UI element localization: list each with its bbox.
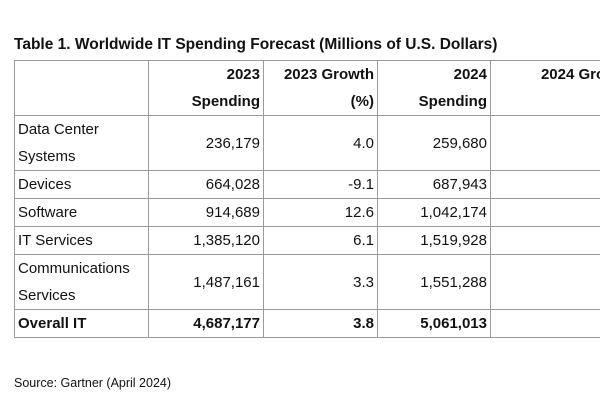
value-cell: 4.0 bbox=[263, 115, 378, 171]
header-cell: 2024 Growth (%) bbox=[490, 60, 600, 116]
header-cell: 2023 Spending bbox=[148, 60, 264, 116]
value-cell: 687,943 bbox=[377, 170, 491, 199]
header-line: 2024 bbox=[453, 66, 487, 83]
header-line: Spending bbox=[191, 93, 260, 110]
source-note: Source: Gartner (April 2024) bbox=[14, 376, 172, 390]
header-cell: 2023 Growth (%) bbox=[263, 60, 378, 116]
spending-table: 2023 Spending 2023 Growth (%) 2024 Spending 20… bbox=[14, 60, 600, 338]
value-cell: 5,061,013 bbox=[377, 309, 491, 338]
value-cell: 1,042,174 bbox=[377, 198, 491, 227]
header-line: (%) bbox=[494, 88, 600, 115]
row-label: Data Center Systems bbox=[14, 115, 149, 171]
header-line: 2023 Growth bbox=[283, 66, 374, 83]
row-label: Communications Services bbox=[14, 254, 149, 310]
value-cell: 1,519,928 bbox=[377, 226, 491, 255]
table-title: Table 1. Worldwide IT Spending Forecast … bbox=[14, 36, 498, 53]
row-label: Devices bbox=[14, 170, 149, 199]
value-cell: 1,551,288 bbox=[377, 254, 491, 310]
value-cell: 1,385,120 bbox=[148, 226, 264, 255]
header-line: (%) bbox=[350, 93, 374, 110]
value-cell: 664,028 bbox=[148, 170, 264, 199]
header-cell: 2024 Spending bbox=[377, 60, 491, 116]
value-cell: 259,680 bbox=[377, 115, 491, 171]
table-wrap: 2023 Spending 2023 Growth (%) 2024 Spending 20… bbox=[14, 60, 600, 338]
value-cell: 236,179 bbox=[148, 115, 264, 171]
header-cell bbox=[14, 60, 149, 116]
row-label: Software bbox=[14, 198, 149, 227]
header-row: 2023 Spending 2023 Growth (%) 2024 Spending 20… bbox=[14, 60, 600, 116]
header-line: 2024 Growth bbox=[540, 66, 600, 83]
row-label: IT Services bbox=[14, 226, 149, 255]
value-cell: 3.3 bbox=[263, 254, 378, 310]
value-cell: 4,687,177 bbox=[148, 309, 264, 338]
value-cell: 1,487,161 bbox=[148, 254, 264, 310]
value-cell: 3.8 bbox=[263, 309, 378, 338]
header-line: 2023 bbox=[226, 66, 260, 83]
value-cell: 8.0 bbox=[490, 309, 600, 338]
header-line: Spending bbox=[418, 93, 487, 110]
value-cell: 3.6 bbox=[490, 170, 600, 199]
value-cell: -9.1 bbox=[263, 170, 378, 199]
value-cell: 914,689 bbox=[148, 198, 264, 227]
row-label: Overall IT bbox=[14, 309, 149, 338]
value-cell: 6.1 bbox=[263, 226, 378, 255]
table-row: Communications Services 1,487,161 3.3 1,551… bbox=[14, 254, 600, 310]
value-cell: 4.3 bbox=[490, 254, 600, 310]
value-cell: 13.9 bbox=[490, 198, 600, 227]
value-cell: 9.7 bbox=[490, 226, 600, 255]
value-cell: 10.0 bbox=[490, 115, 600, 171]
value-cell: 12.6 bbox=[263, 198, 378, 227]
